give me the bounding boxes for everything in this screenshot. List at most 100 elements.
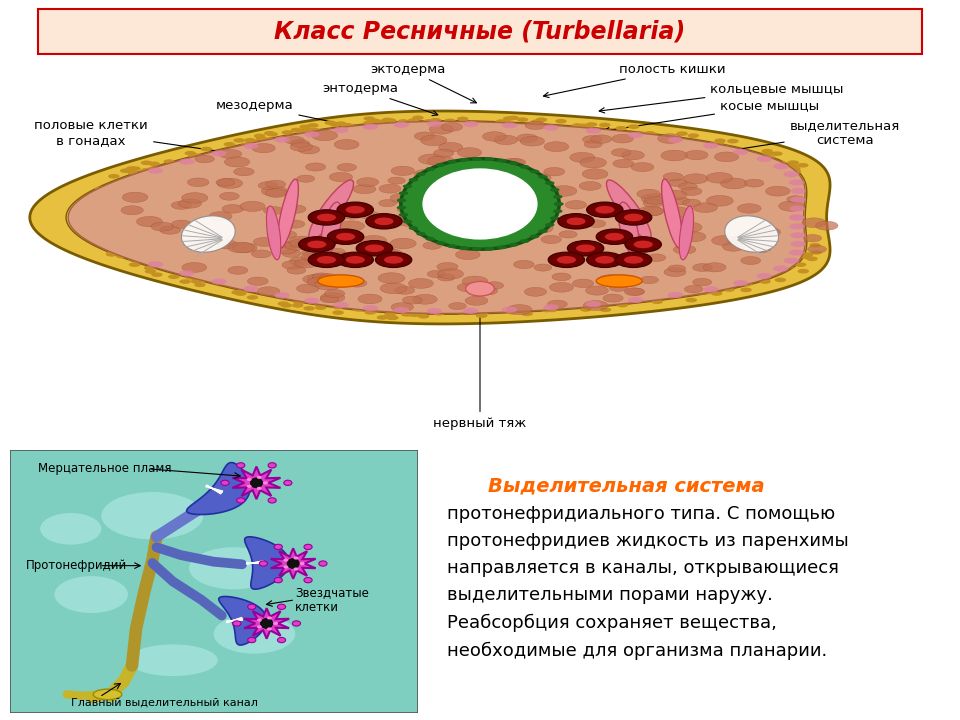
Circle shape (660, 150, 687, 161)
Circle shape (247, 295, 258, 300)
Circle shape (516, 117, 528, 122)
Circle shape (496, 171, 520, 180)
Circle shape (437, 274, 455, 281)
Circle shape (783, 171, 799, 177)
Circle shape (374, 217, 394, 225)
Circle shape (544, 142, 568, 152)
Circle shape (309, 128, 321, 132)
Circle shape (423, 119, 435, 124)
Circle shape (241, 143, 252, 147)
Circle shape (397, 204, 420, 214)
Circle shape (266, 189, 287, 197)
Circle shape (449, 203, 467, 210)
Circle shape (507, 200, 528, 208)
Circle shape (228, 242, 254, 253)
Circle shape (398, 213, 408, 217)
Circle shape (713, 141, 725, 145)
Circle shape (149, 161, 160, 166)
Circle shape (516, 193, 542, 204)
Circle shape (437, 263, 458, 271)
Circle shape (168, 274, 180, 279)
Circle shape (503, 116, 515, 121)
Circle shape (664, 268, 686, 276)
Circle shape (761, 149, 773, 153)
Ellipse shape (260, 618, 273, 629)
Circle shape (294, 567, 299, 571)
Circle shape (201, 147, 212, 151)
Circle shape (268, 498, 276, 503)
Circle shape (258, 181, 277, 189)
Circle shape (733, 149, 749, 155)
Circle shape (723, 243, 744, 251)
Circle shape (386, 315, 397, 320)
Circle shape (357, 178, 378, 186)
Circle shape (364, 116, 375, 121)
Circle shape (753, 246, 771, 253)
Circle shape (684, 285, 703, 293)
Circle shape (275, 137, 290, 143)
Circle shape (422, 242, 442, 249)
Circle shape (524, 287, 546, 296)
Circle shape (425, 167, 435, 171)
Circle shape (358, 294, 382, 304)
Ellipse shape (299, 237, 335, 252)
Circle shape (391, 255, 411, 263)
Circle shape (211, 279, 227, 284)
Circle shape (324, 120, 336, 125)
Circle shape (250, 140, 261, 145)
Circle shape (785, 166, 797, 171)
Circle shape (612, 135, 634, 143)
Ellipse shape (680, 206, 693, 260)
Circle shape (385, 118, 396, 123)
Circle shape (521, 312, 533, 316)
Circle shape (243, 286, 258, 292)
Circle shape (252, 250, 272, 258)
Circle shape (297, 130, 308, 135)
Circle shape (304, 131, 320, 138)
Circle shape (550, 186, 577, 197)
Circle shape (187, 178, 209, 186)
Circle shape (675, 222, 702, 233)
Circle shape (440, 175, 466, 185)
Circle shape (293, 621, 300, 626)
Circle shape (718, 145, 730, 149)
Ellipse shape (321, 202, 342, 256)
Circle shape (342, 211, 362, 219)
Circle shape (506, 218, 533, 229)
Circle shape (108, 174, 120, 179)
Circle shape (292, 303, 303, 307)
Circle shape (810, 250, 822, 255)
Circle shape (471, 220, 492, 229)
Text: Мерцательное пламя: Мерцательное пламя (38, 462, 172, 475)
Circle shape (516, 134, 538, 143)
Circle shape (433, 311, 444, 315)
Circle shape (703, 143, 718, 148)
Circle shape (277, 604, 286, 609)
Circle shape (95, 186, 107, 191)
Ellipse shape (102, 492, 204, 539)
Circle shape (789, 215, 804, 220)
Circle shape (693, 203, 717, 212)
Circle shape (473, 219, 499, 229)
Circle shape (587, 220, 606, 228)
Circle shape (631, 163, 654, 171)
Circle shape (433, 193, 454, 202)
Circle shape (531, 120, 542, 124)
Circle shape (255, 289, 267, 294)
Circle shape (534, 264, 552, 271)
Circle shape (305, 163, 325, 171)
Circle shape (253, 238, 276, 246)
Circle shape (428, 194, 454, 204)
Circle shape (239, 287, 251, 292)
Circle shape (409, 178, 419, 182)
Circle shape (476, 313, 488, 318)
Circle shape (553, 210, 563, 213)
Circle shape (550, 216, 560, 220)
Circle shape (420, 135, 446, 145)
Circle shape (163, 159, 175, 164)
Circle shape (253, 134, 265, 138)
Circle shape (284, 480, 292, 485)
Circle shape (191, 279, 203, 284)
Circle shape (257, 287, 280, 296)
Circle shape (624, 288, 644, 296)
